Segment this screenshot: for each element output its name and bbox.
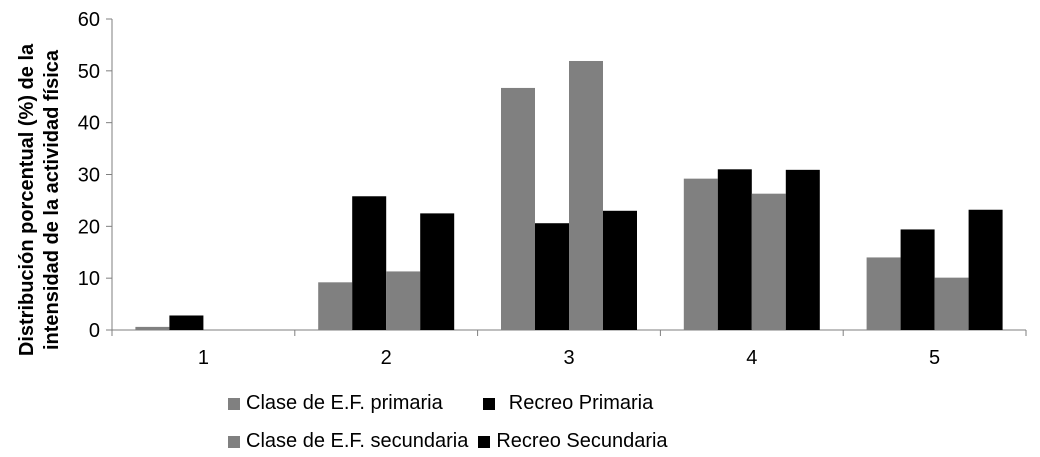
y-tick-label: 30 [78,165,100,187]
y-tick-label: 20 [78,216,100,238]
bar [751,193,786,330]
y-axis-label: Distribución porcentual (%) de la intens… [16,43,63,356]
legend-label-clase-secundaria: Clase de E.F. secundaria [246,430,469,452]
y-tick-label: 0 [89,320,100,342]
x-tick-label: 3 [563,347,574,369]
legend-label-clase-primaria: Clase de E.F. primaria [246,392,443,414]
bar [900,229,935,330]
y-tick-label: 50 [78,61,100,83]
legend-item-clase-secundaria: Clase de E.F. secundaria [228,430,468,453]
bar [386,271,421,330]
bar [501,87,535,331]
bar [352,196,387,330]
legend-item-clase-primaria: Clase de E.F. primaria [228,392,443,415]
bar [318,282,353,330]
y-tick-label: 10 [78,268,100,290]
legend-item-recreo-secundaria: Recreo Secundaria [478,430,668,453]
ticks: 0 10 20 30 40 50 60 1 2 3 4 5 [78,9,1027,369]
bar [420,213,455,330]
legend-row-2: Clase de E.F. secundaria Recreo Secundar… [228,430,668,453]
bars [135,60,1003,331]
legend-label-recreo-secundaria: Recreo Secundaria [496,430,668,452]
y-axis-label-line2: intensidad de la actividad física [41,49,63,350]
legend-swatch-recreo-primaria [482,397,495,410]
x-tick-label: 5 [929,347,940,369]
y-axis-label-line1: Distribución porcentual (%) de la [16,43,38,356]
bar [968,209,1003,330]
legend-swatch-recreo-secundaria [478,435,491,448]
bar [569,60,603,331]
x-tick-label: 2 [381,347,392,369]
bar [603,210,637,330]
bar [169,315,204,330]
bar [717,169,752,330]
legend-row-1: Clase de E.F. primaria Recreo Primaria [228,392,653,415]
legend-item-recreo-primaria: Recreo Primaria [482,392,654,415]
legend-swatch-clase-secundaria [228,435,240,448]
bar [535,223,569,330]
legend-label-recreo-primaria: Recreo Primaria [508,392,654,414]
bar [135,326,170,330]
bar [683,178,718,330]
y-tick-label: 60 [78,9,100,31]
bar [934,277,969,330]
y-tick-label: 40 [78,113,100,135]
bar [866,257,901,330]
bar [785,169,820,330]
legend-swatch-clase-primaria [228,397,240,410]
x-tick-label: 4 [746,347,757,369]
x-tick-label: 1 [198,347,209,369]
